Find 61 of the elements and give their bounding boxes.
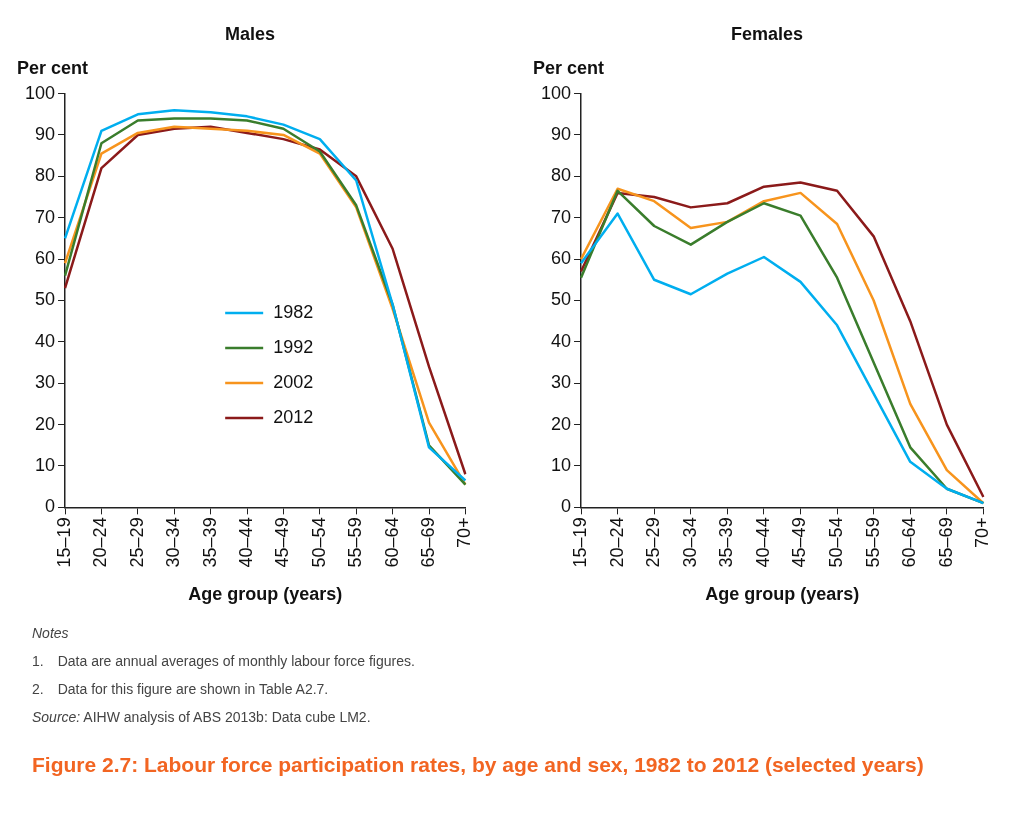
x-tick-label: 55–59 (345, 517, 366, 568)
x-axis-title: Age group (years) (705, 584, 860, 605)
chart-title: Females (730, 23, 804, 44)
legend-label: 2012 (273, 406, 314, 427)
y-tick-label: 70 (35, 206, 56, 227)
x-tick-label: 20–24 (606, 517, 627, 568)
x-tick-label: 30–34 (163, 517, 184, 568)
x-tick-label: 55–59 (862, 517, 883, 568)
x-tick-label: 40–44 (752, 517, 773, 568)
y-axis-title: Per cent (533, 57, 605, 78)
text: 1. Data are annual averages of monthly labour force figures. (32, 653, 416, 669)
x-tick-label: 65–69 (935, 517, 956, 568)
legend-label: 1992 (273, 336, 314, 357)
y-tick-label: 100 (24, 82, 56, 103)
x-tick-label: 15–19 (570, 517, 590, 568)
y-tick-label: 10 (35, 454, 56, 475)
x-tick-label: 60–64 (381, 517, 402, 568)
y-tick-label: 40 (551, 330, 572, 351)
x-tick-label: 40–44 (235, 517, 256, 568)
y-tick-label: 50 (35, 289, 56, 310)
text: Notes (32, 625, 70, 641)
legend-label: 2002 (273, 371, 314, 392)
x-tick-label: 70+ (972, 517, 993, 548)
y-tick-label: 100 (540, 82, 572, 103)
x-axis-title: Age group (years) (188, 584, 343, 605)
chart-title: Males (224, 23, 276, 44)
x-tick-label: 20–24 (90, 517, 111, 568)
y-tick-label: 90 (551, 123, 572, 144)
text: 2. Data for this figure are shown in Table A2.7. (32, 681, 330, 697)
x-tick-label: 35–39 (716, 517, 737, 568)
x-tick-label: 30–34 (679, 517, 700, 568)
y-tick-label: 0 (561, 496, 572, 517)
x-tick-label: 45–49 (272, 517, 293, 568)
y-tick-label: 90 (35, 123, 56, 144)
y-tick-label: 30 (551, 372, 572, 393)
x-tick-label: 25–29 (126, 517, 147, 568)
x-tick-label: 35–39 (199, 517, 220, 568)
y-axis-title: Per cent (17, 57, 89, 78)
legend-label: 1982 (273, 301, 314, 322)
y-tick-label: 80 (35, 165, 56, 186)
caption: Figure 2.7: Labour force participation rates, by age and sex, 1982 to 2012 (selected years) (32, 753, 925, 777)
x-tick-label: 45–49 (789, 517, 810, 568)
x-tick-label: 65–69 (417, 517, 438, 568)
y-tick-label: 50 (551, 289, 572, 310)
y-tick-label: 70 (551, 206, 572, 227)
y-tick-label: 0 (45, 496, 56, 517)
x-tick-label: 25–29 (643, 517, 664, 568)
y-tick-label: 60 (35, 248, 56, 269)
x-tick-label: 60–64 (899, 517, 920, 568)
y-tick-label: 20 (551, 413, 572, 434)
y-tick-label: 80 (551, 165, 572, 186)
y-tick-label: 60 (551, 248, 572, 269)
y-tick-label: 30 (35, 372, 56, 393)
source-note: Source: AIHW analysis of ABS 2013b: Data cube LM2. (32, 709, 372, 725)
x-tick-label: 15–19 (54, 517, 74, 568)
x-tick-label: 70+ (454, 517, 475, 548)
y-tick-label: 10 (551, 454, 572, 475)
x-tick-label: 50–54 (826, 517, 847, 568)
y-tick-label: 40 (35, 330, 56, 351)
y-tick-label: 20 (35, 413, 56, 434)
x-tick-label: 50–54 (308, 517, 329, 568)
